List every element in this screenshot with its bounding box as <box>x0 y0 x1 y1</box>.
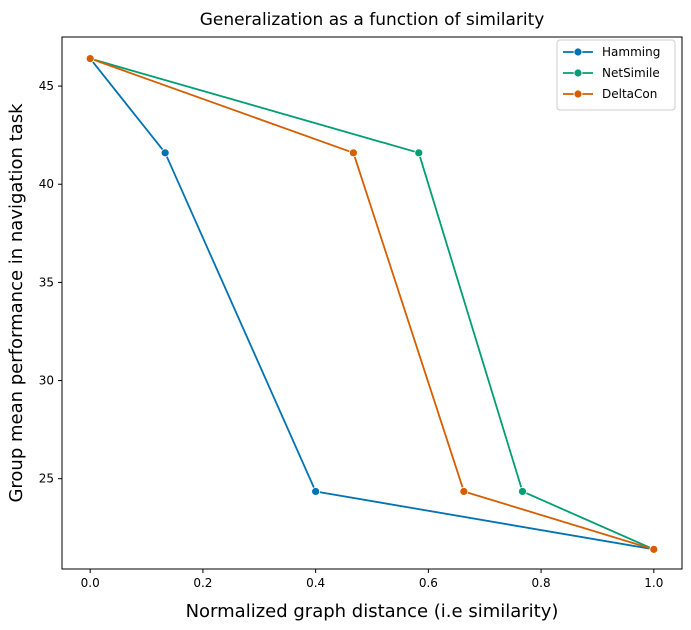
data-point-netsimile <box>414 148 424 158</box>
plot-area <box>61 36 683 570</box>
series-line-deltacon <box>89 57 655 551</box>
legend-box <box>556 39 676 111</box>
legend: Hamming NetSimile DeltaCon <box>556 39 676 111</box>
y-tick-label: 35 <box>39 275 54 289</box>
data-point-deltacon <box>348 148 358 158</box>
y-tick-label: 25 <box>39 472 54 486</box>
x-tick-label: 0.8 <box>532 576 551 590</box>
x-tick-label: 0.0 <box>81 576 100 590</box>
x-axis-label: Normalized graph distance (i.e similarit… <box>186 601 559 622</box>
y-tick-label: 30 <box>39 374 54 388</box>
legend-marker-deltacon <box>573 89 583 99</box>
x-tick-label: 0.2 <box>193 576 212 590</box>
legend-label-hamming: Hamming <box>602 45 660 59</box>
data-point-netsimile <box>518 487 527 496</box>
legend-label-deltacon: DeltaCon <box>602 87 657 101</box>
legend-marker-netsimile <box>573 68 583 78</box>
y-tick-label: 45 <box>39 79 54 93</box>
data-point-hamming <box>160 148 170 158</box>
chart-title: Generalization as a function of similari… <box>200 10 545 30</box>
data-point-deltacon <box>85 54 95 63</box>
x-tick-label: 1.0 <box>644 576 663 590</box>
series-line-netsimile <box>89 57 655 551</box>
data-point-deltacon <box>649 544 659 554</box>
y-axis: 25 30 35 40 45 <box>39 79 62 486</box>
x-tick-label: 0.6 <box>419 576 438 590</box>
y-axis-label: Group mean performance in navigation tas… <box>6 103 27 503</box>
y-tick-label: 40 <box>39 177 54 191</box>
series-layer <box>85 54 659 554</box>
legend-marker-hamming <box>573 47 583 57</box>
data-point-deltacon <box>459 487 469 496</box>
x-tick-label: 0.4 <box>306 576 325 590</box>
x-axis: 0.0 0.2 0.4 0.6 0.8 1.0 <box>81 569 663 590</box>
series-line-hamming <box>89 58 654 551</box>
data-point-hamming <box>311 487 321 496</box>
legend-label-netsimile: NetSimile <box>602 66 660 80</box>
